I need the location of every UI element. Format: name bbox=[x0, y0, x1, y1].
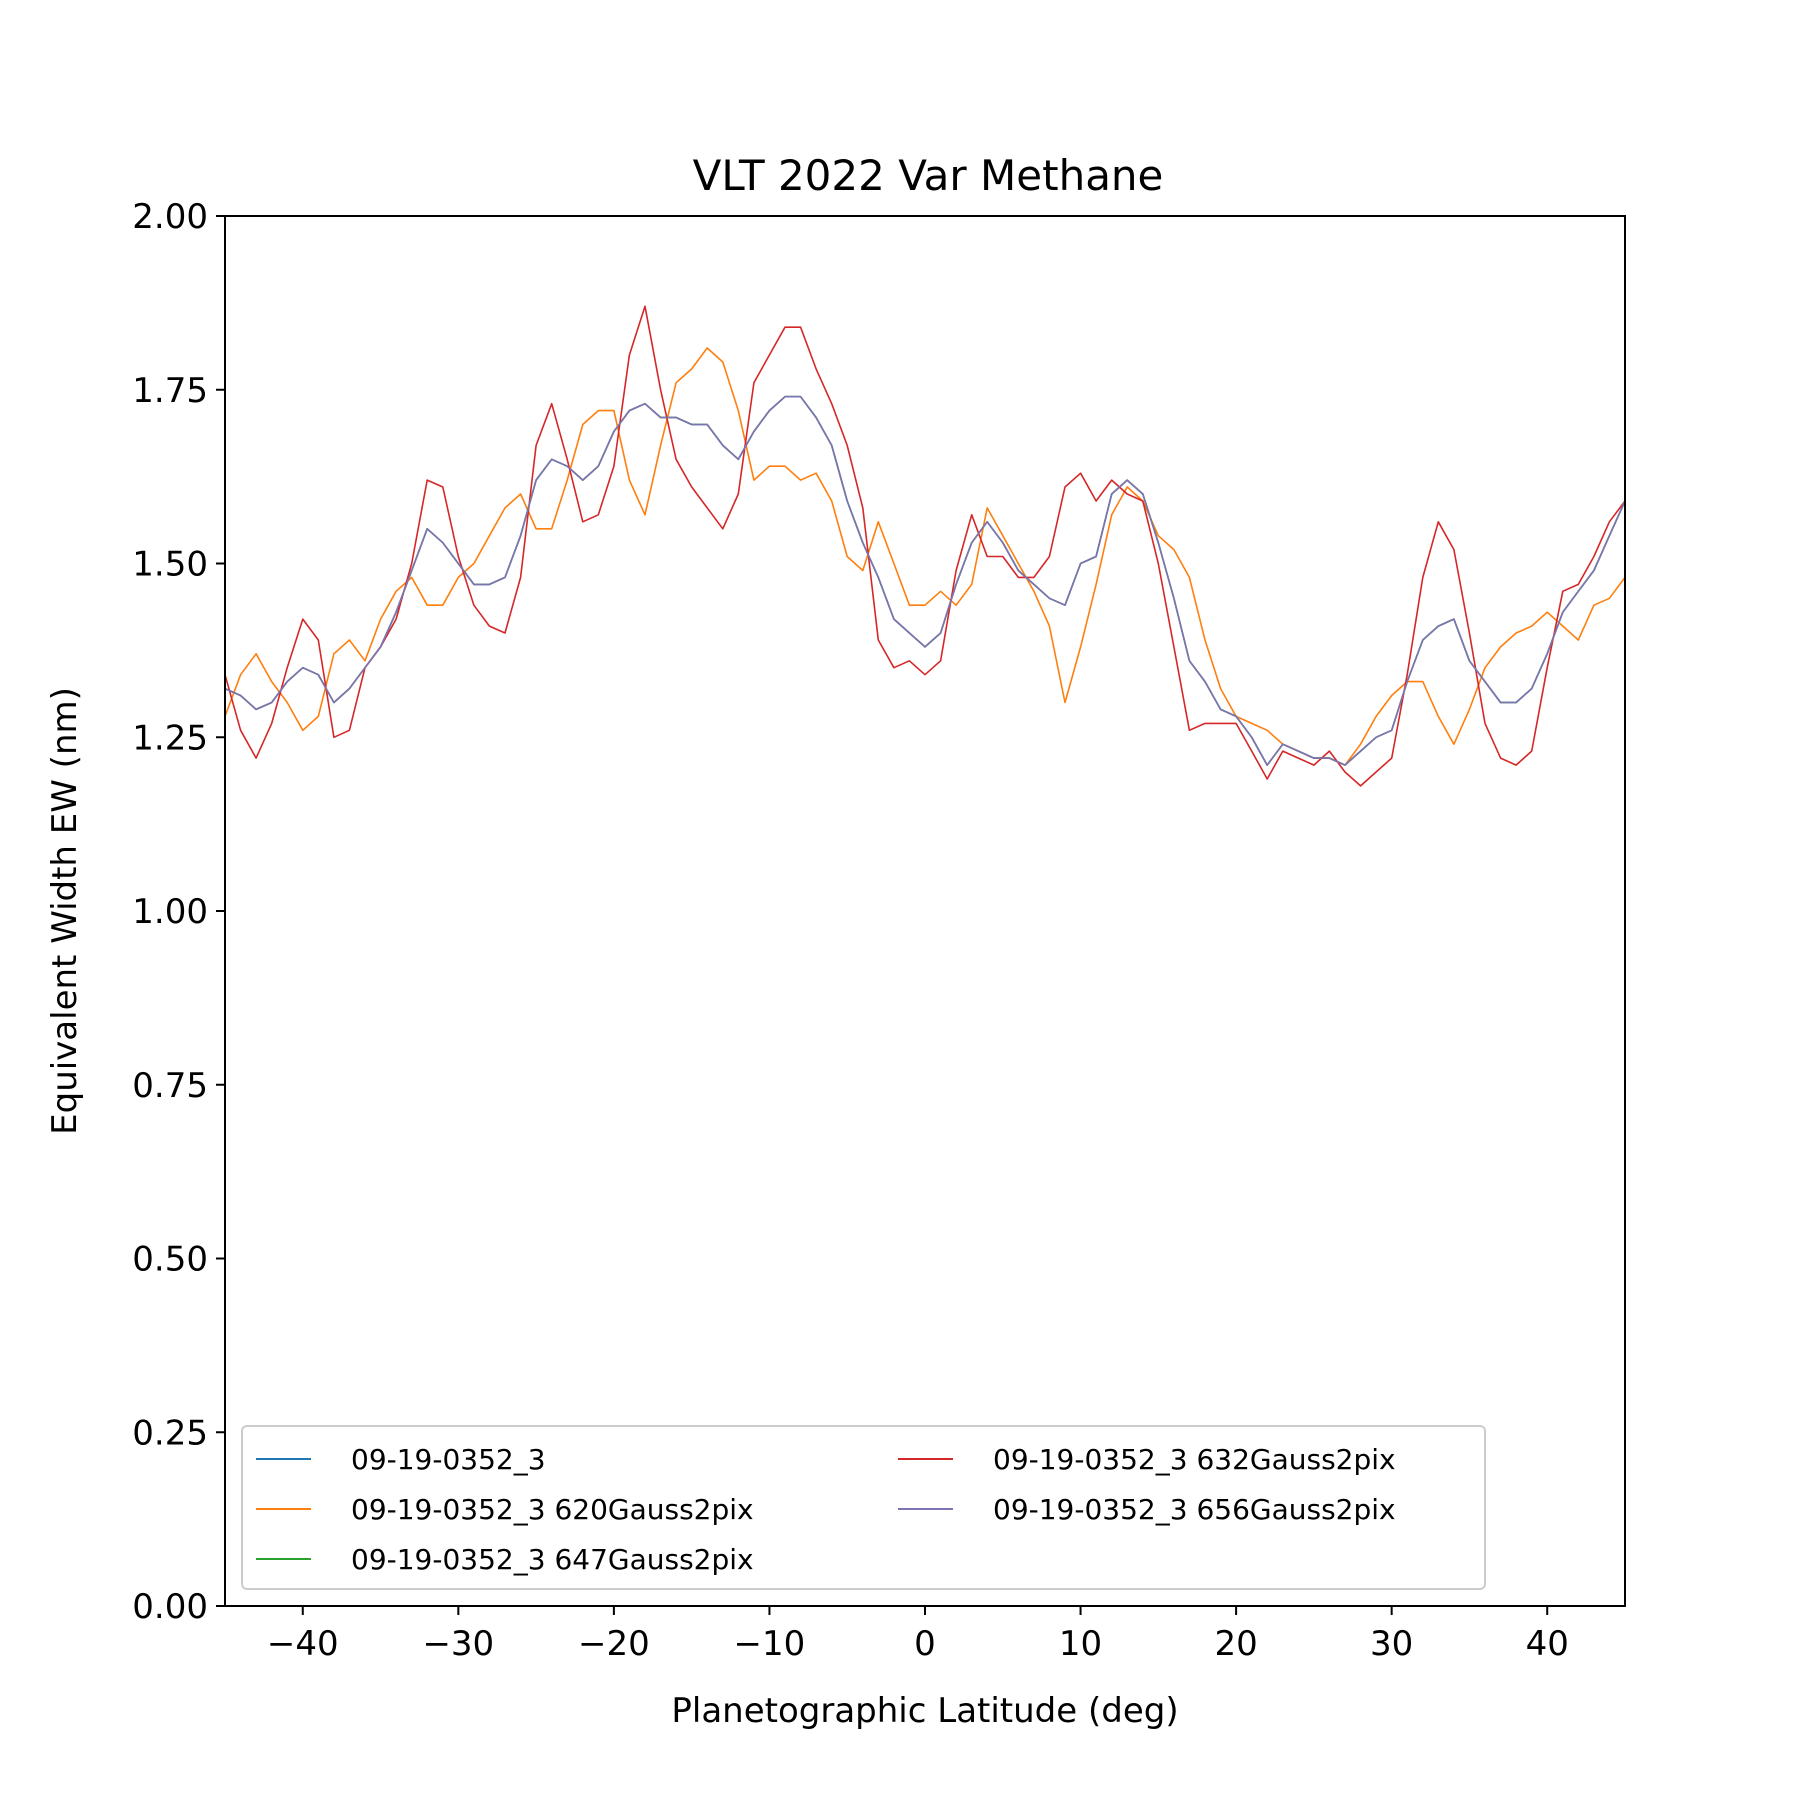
series-line-3 bbox=[225, 305, 1625, 787]
x-axis: −40 −30 −20 −10 0 10 20 30 40 bbox=[267, 1606, 1569, 1664]
x-tick-label: 40 bbox=[1526, 1624, 1569, 1664]
legend-label: 09-19-0352_3 656Gauss2pix bbox=[993, 1493, 1396, 1526]
legend: 09-19-0352_3 09-19-0352_3 632Gauss2pix 09-… bbox=[241, 1425, 1486, 1590]
x-tick-label: −30 bbox=[422, 1624, 494, 1664]
y-tick-label: 0.50 bbox=[132, 1240, 208, 1280]
y-axis-label: Equivalent Width EW (nm) bbox=[45, 687, 85, 1135]
y-axis: 0.00 0.25 0.50 0.75 1.00 1.25 1.50 1.75 2.00 bbox=[132, 197, 225, 1627]
legend-label: 09-19-0352_3 bbox=[351, 1443, 546, 1476]
y-tick-label: 0.75 bbox=[132, 1066, 208, 1106]
series-line-4 bbox=[225, 395, 1625, 766]
x-tick-label: 20 bbox=[1214, 1624, 1257, 1664]
series-layer bbox=[225, 305, 1625, 787]
legend-label: 09-19-0352_3 632Gauss2pix bbox=[993, 1443, 1396, 1476]
chart-title: VLT 2022 Var Methane bbox=[693, 151, 1164, 200]
x-tick-label: −40 bbox=[267, 1624, 339, 1664]
legend-box bbox=[241, 1425, 1486, 1590]
y-tick-label: 0.00 bbox=[132, 1587, 208, 1627]
y-tick-label: 1.00 bbox=[132, 892, 208, 932]
x-tick-label: −10 bbox=[734, 1624, 806, 1664]
series-line-1 bbox=[225, 347, 1625, 766]
y-tick-label: 1.25 bbox=[132, 718, 208, 758]
x-tick-label: 30 bbox=[1370, 1624, 1413, 1664]
x-tick-label: −20 bbox=[578, 1624, 650, 1664]
x-axis-label: Planetographic Latitude (deg) bbox=[671, 1691, 1178, 1731]
y-tick-label: 2.00 bbox=[132, 197, 208, 237]
x-tick-label: 10 bbox=[1059, 1624, 1102, 1664]
y-tick-label: 0.25 bbox=[132, 1413, 208, 1453]
legend-label: 09-19-0352_3 620Gauss2pix bbox=[351, 1493, 754, 1526]
x-tick-label: 0 bbox=[914, 1624, 936, 1664]
legend-label: 09-19-0352_3 647Gauss2pix bbox=[351, 1543, 754, 1576]
y-tick-label: 1.50 bbox=[132, 545, 208, 585]
y-tick-label: 1.75 bbox=[132, 371, 208, 411]
